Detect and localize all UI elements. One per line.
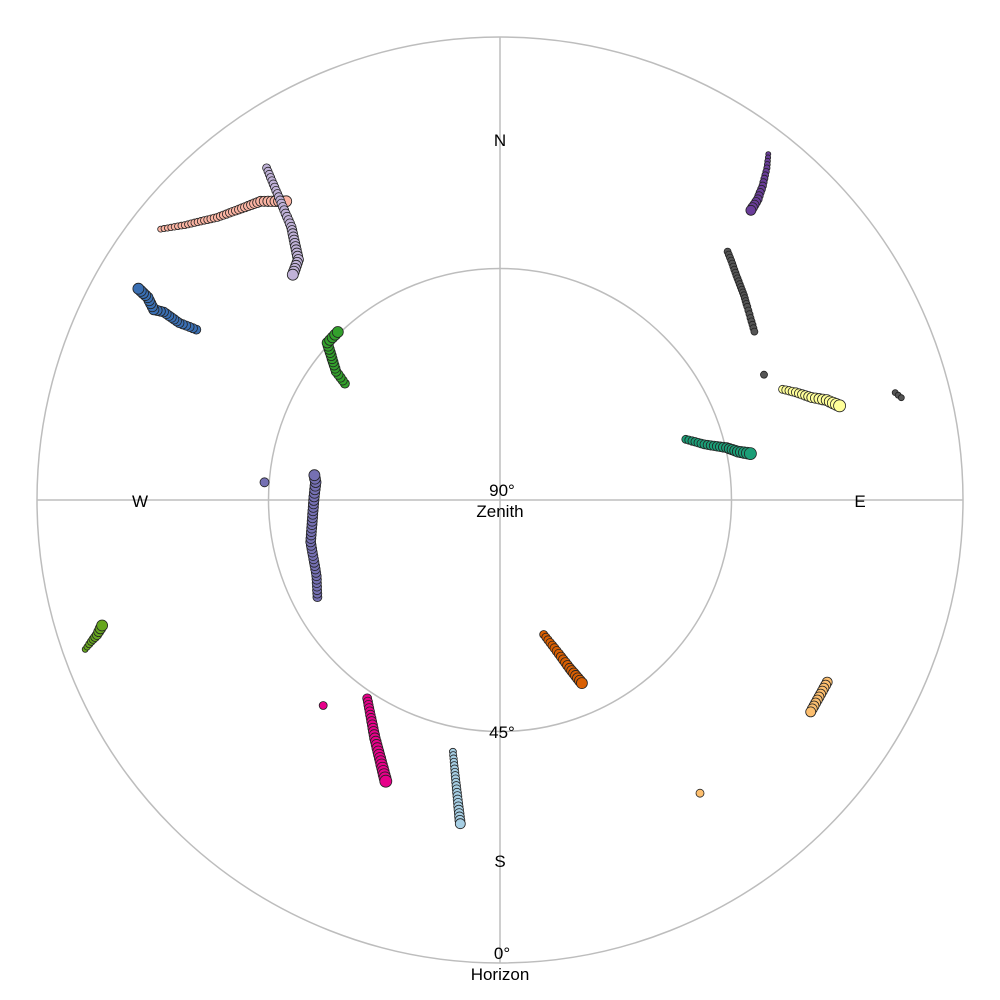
track-4 [778, 384, 846, 413]
track-point [286, 268, 299, 281]
south-label: S [494, 852, 505, 871]
track-11 [318, 701, 328, 710]
track-point [132, 282, 145, 295]
track-point [96, 619, 108, 632]
east-label: E [854, 492, 865, 511]
track-7 [805, 676, 833, 718]
track-10 [362, 693, 393, 788]
track-13 [259, 477, 270, 488]
track-point [760, 370, 768, 379]
track-6 [539, 630, 588, 689]
track-17 [157, 195, 293, 233]
track-point [744, 447, 757, 461]
track-point [695, 788, 705, 798]
track-point [833, 399, 846, 413]
track-5 [681, 434, 757, 461]
track-15 [321, 326, 350, 389]
track-point [379, 774, 393, 788]
track-point [576, 677, 588, 689]
track-16 [132, 282, 202, 335]
track-12 [305, 469, 323, 602]
zenith-label: Zenith [476, 502, 523, 521]
track-0 [745, 151, 772, 216]
elevation-45-label: 45° [489, 723, 515, 742]
track-1 [723, 247, 759, 336]
track-point [897, 394, 905, 402]
track-18 [262, 163, 304, 281]
track-point [805, 706, 817, 718]
track-14 [81, 619, 108, 653]
elevation-labels: 90° Zenith 45° 0° Horizon [471, 481, 530, 984]
horizon-value-label: 0° [494, 944, 510, 963]
track-point [331, 326, 344, 338]
track-point [308, 469, 321, 482]
track-point [318, 701, 328, 710]
track-2 [760, 370, 768, 379]
horizon-label: Horizon [471, 965, 530, 984]
satellite-tracks [81, 151, 905, 830]
track-3 [891, 389, 905, 402]
west-label: W [132, 492, 148, 511]
track-point [259, 477, 270, 488]
north-label: N [494, 131, 506, 150]
track-8 [695, 788, 705, 798]
track-point [454, 818, 466, 830]
compass-labels: N E S W [132, 131, 866, 871]
track-point [745, 204, 757, 216]
track-9 [448, 747, 466, 830]
zenith-value-label: 90° [489, 481, 515, 500]
grid [36, 36, 964, 964]
track-point [750, 327, 759, 336]
